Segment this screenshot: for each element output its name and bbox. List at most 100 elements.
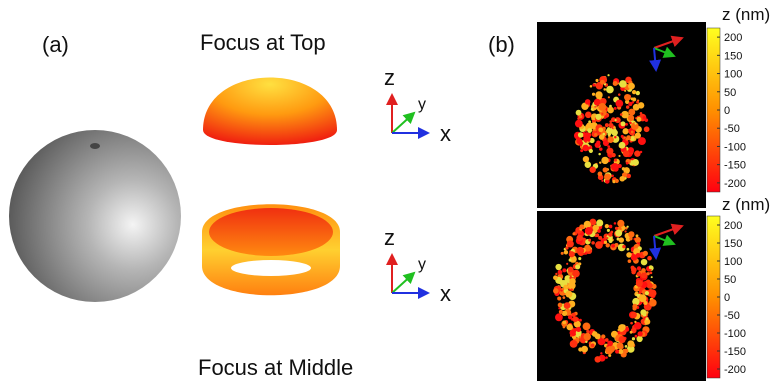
dot bbox=[629, 122, 632, 125]
dot bbox=[634, 321, 636, 323]
dot bbox=[638, 336, 642, 340]
dot bbox=[591, 108, 594, 111]
dot bbox=[594, 133, 597, 136]
axis-label: x bbox=[440, 121, 451, 146]
dot bbox=[640, 112, 643, 115]
dot bbox=[604, 241, 607, 244]
dot bbox=[606, 86, 614, 94]
ring-hole bbox=[231, 260, 311, 276]
dot bbox=[576, 138, 582, 144]
dot bbox=[559, 310, 563, 314]
panel-title: Focus at Top bbox=[200, 30, 326, 55]
dot bbox=[611, 129, 617, 135]
dot bbox=[645, 291, 649, 295]
axes-icon: zyx bbox=[384, 225, 451, 306]
dot bbox=[649, 272, 652, 275]
dot bbox=[607, 107, 614, 114]
dot bbox=[636, 91, 640, 95]
dot bbox=[598, 153, 600, 155]
dot bbox=[583, 333, 591, 341]
panel-label: (b) bbox=[488, 32, 515, 57]
dot bbox=[578, 347, 582, 351]
dot bbox=[644, 301, 648, 305]
dot bbox=[609, 123, 614, 128]
dot bbox=[587, 128, 592, 133]
dot bbox=[630, 331, 633, 334]
dot bbox=[569, 278, 575, 284]
dot bbox=[637, 266, 641, 270]
dot bbox=[598, 127, 603, 132]
dot bbox=[637, 272, 641, 276]
dot bbox=[615, 227, 618, 230]
dot bbox=[585, 227, 593, 235]
dot bbox=[618, 336, 625, 343]
tick-label: -150 bbox=[724, 346, 746, 358]
dot bbox=[643, 251, 648, 256]
dot bbox=[632, 304, 637, 309]
dot bbox=[649, 289, 657, 297]
dot bbox=[595, 241, 603, 249]
tick-label: 100 bbox=[724, 69, 742, 81]
dot bbox=[555, 264, 561, 270]
dot bbox=[606, 237, 608, 239]
dot bbox=[624, 94, 631, 101]
dot bbox=[615, 179, 619, 183]
axes-icon: z yx bbox=[384, 65, 451, 146]
axis-label: z bbox=[384, 225, 395, 250]
dot bbox=[615, 119, 617, 121]
dot bbox=[558, 303, 563, 308]
tick-label: 150 bbox=[724, 50, 742, 62]
dot bbox=[647, 256, 652, 261]
dot bbox=[649, 299, 657, 307]
dot bbox=[608, 96, 610, 98]
dot bbox=[642, 297, 646, 301]
dot bbox=[619, 237, 624, 242]
dot bbox=[585, 99, 591, 105]
dot bbox=[627, 226, 629, 228]
panel-label: (a) bbox=[42, 32, 69, 57]
tick-label: -150 bbox=[724, 160, 746, 172]
dot bbox=[579, 319, 582, 322]
dot bbox=[636, 280, 643, 287]
dot bbox=[622, 128, 628, 134]
dot bbox=[603, 88, 606, 91]
tick-label: 50 bbox=[724, 274, 736, 286]
tick-label: 150 bbox=[724, 238, 742, 250]
dot bbox=[625, 123, 628, 126]
dot bbox=[623, 349, 628, 354]
dot bbox=[570, 340, 578, 348]
dot bbox=[618, 93, 621, 96]
dot bbox=[584, 221, 591, 228]
dot bbox=[607, 136, 614, 143]
dot bbox=[644, 126, 650, 132]
dot bbox=[637, 331, 642, 336]
dot bbox=[611, 244, 615, 248]
dot bbox=[576, 327, 581, 332]
dot bbox=[580, 149, 583, 152]
axis-label: y bbox=[418, 96, 426, 113]
dot bbox=[579, 224, 584, 229]
dot bbox=[608, 345, 615, 352]
colorbar-title: z (nm) bbox=[722, 195, 770, 214]
dot bbox=[628, 115, 634, 121]
dot bbox=[613, 126, 616, 129]
dot bbox=[635, 335, 638, 338]
dot bbox=[572, 313, 576, 317]
dot bbox=[562, 268, 566, 272]
dot bbox=[555, 273, 557, 275]
dot bbox=[595, 114, 601, 120]
dot bbox=[579, 115, 583, 119]
dot bbox=[578, 262, 581, 265]
dot bbox=[575, 120, 583, 128]
dot bbox=[591, 241, 595, 245]
dot bbox=[605, 338, 609, 342]
dot bbox=[592, 93, 595, 96]
dot bbox=[602, 133, 605, 136]
dot bbox=[595, 233, 599, 237]
dot bbox=[631, 131, 634, 134]
dot bbox=[607, 229, 610, 232]
dot bbox=[613, 81, 618, 86]
dot bbox=[588, 239, 591, 242]
axis-label: z bbox=[384, 65, 395, 90]
dot bbox=[607, 127, 610, 130]
